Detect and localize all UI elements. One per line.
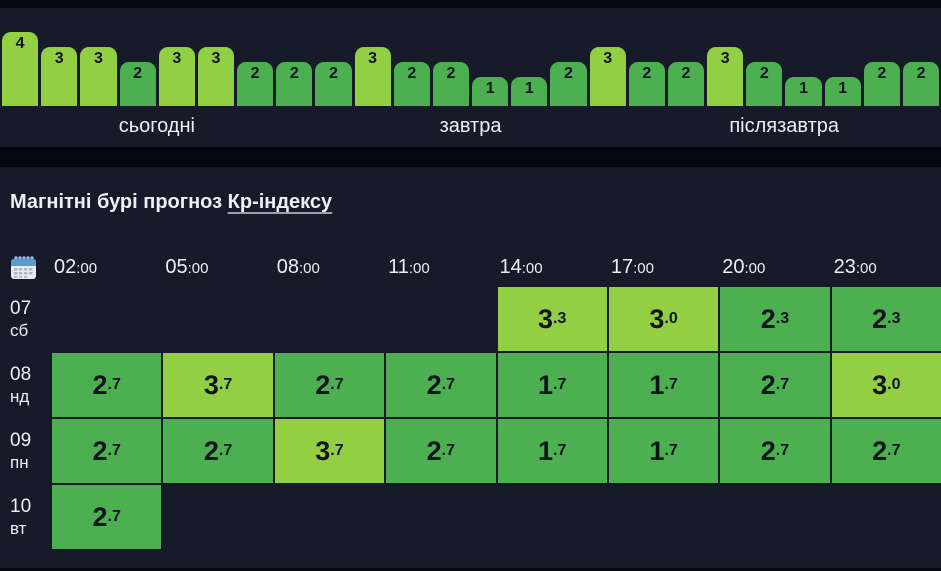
kp-value-cell: 3.7 bbox=[163, 353, 273, 417]
kp-value-cell: 3.3 bbox=[497, 287, 607, 351]
section-title-text: Магнітні бурі прогноз bbox=[10, 191, 228, 213]
kp-bar: 2 bbox=[667, 62, 705, 106]
kp-bar: 2 bbox=[315, 62, 352, 106]
day-group-labels: сьогодні завтра післязавтра bbox=[0, 106, 941, 147]
kp-bar: 2 bbox=[863, 62, 900, 106]
kp-bar: 3 bbox=[354, 47, 391, 106]
forecast-table-panel: Магнітні бурі прогноз Кр-індексу bbox=[0, 167, 941, 568]
kp-bar: 2 bbox=[550, 62, 587, 106]
kp-value-cell: 2.7 bbox=[52, 485, 162, 549]
day-group-label: післязавтра bbox=[729, 115, 840, 137]
time-header: 20:00 bbox=[722, 255, 766, 278]
kp-value-cell: 2.7 bbox=[386, 353, 496, 417]
kp-bar: 3 bbox=[41, 47, 78, 106]
kp-bar: 3 bbox=[80, 47, 117, 106]
kp-bar: 3 bbox=[197, 47, 235, 106]
section-title: Магнітні бурі прогноз Кр-індексу bbox=[10, 191, 941, 214]
kp-value-cell: 2.7 bbox=[52, 419, 162, 483]
kp-bar: 2 bbox=[432, 62, 470, 106]
kp-bar: 2 bbox=[628, 62, 665, 106]
table-row: 08 нд 2.7 3.7 2.7 2.7 1.7 1.7 2.7 3.0 bbox=[0, 353, 941, 417]
day-group-label: завтра bbox=[439, 115, 502, 137]
calendar-icon-cell bbox=[0, 255, 50, 280]
kp-value-cell: 2.3 bbox=[831, 287, 941, 351]
date-label: 09 пн bbox=[10, 429, 32, 473]
kp-value-cell bbox=[163, 485, 272, 549]
kp-bar: 1 bbox=[511, 77, 548, 106]
kp-bar: 1 bbox=[824, 77, 861, 106]
kp-value-cell bbox=[163, 287, 272, 351]
kp-bar: 2 bbox=[746, 62, 783, 106]
kp-bar: 2 bbox=[393, 62, 430, 106]
table-row: 09 пн 2.7 2.7 3.7 2.7 1.7 1.7 2.7 2.7 bbox=[0, 419, 941, 483]
kp-value-cell bbox=[52, 287, 161, 351]
kp-value-cell: 1.7 bbox=[497, 353, 607, 417]
date-label: 07 сб bbox=[10, 297, 32, 341]
kp-value-cell: 1.7 bbox=[608, 419, 719, 483]
time-header: 11:00 bbox=[388, 255, 430, 278]
kp-value-cell bbox=[275, 485, 384, 549]
kp-value-cell: 2.7 bbox=[720, 419, 830, 483]
time-header: 08:00 bbox=[276, 255, 320, 278]
kp-bar: 2 bbox=[237, 62, 274, 106]
kp-bar: 3 bbox=[707, 47, 744, 106]
kp-bar: 2 bbox=[902, 62, 940, 106]
kp-index-link[interactable]: Кр-індексу bbox=[227, 191, 333, 213]
kp-value-cell: 3.0 bbox=[608, 287, 719, 351]
day-group-label: сьогодні bbox=[118, 115, 195, 137]
kp-value-cell: 3.7 bbox=[274, 419, 385, 483]
kp-value-cell bbox=[275, 287, 384, 351]
kp-bar: 1 bbox=[785, 77, 822, 106]
kp-value-cell bbox=[609, 485, 718, 549]
kp-value-cell: 2.7 bbox=[52, 353, 162, 417]
kp-value-cell: 2.7 bbox=[831, 419, 941, 483]
time-header: 23:00 bbox=[833, 255, 877, 278]
kp-bar: 3 bbox=[158, 47, 195, 106]
table-row: 10 вт 2.7 bbox=[0, 485, 941, 549]
kp-value-cell: 2.7 bbox=[720, 353, 830, 417]
kp-value-cell: 3.0 bbox=[831, 353, 941, 417]
kp-value-cell: 1.7 bbox=[497, 419, 607, 483]
kp-value-cell bbox=[386, 485, 495, 549]
time-header: 14:00 bbox=[499, 255, 543, 278]
kp-value-cell bbox=[498, 485, 607, 549]
kp-value-cell: 2.3 bbox=[720, 287, 830, 351]
time-header: 02:00 bbox=[54, 255, 98, 278]
kp-value-cell: 2.7 bbox=[274, 353, 385, 417]
time-header: 05:00 bbox=[165, 255, 209, 278]
date-label: 08 нд bbox=[10, 363, 32, 407]
kp-bar: 3 bbox=[589, 47, 626, 106]
kp-bar: 4 bbox=[2, 32, 39, 106]
table-row: 07 сб 3.3 3.0 2.3 2.3 bbox=[0, 287, 941, 351]
kp-value-cell bbox=[386, 287, 495, 351]
table-header-row: 02:00 05:00 08:00 11:00 14:00 17:00 20:00 23:00 bbox=[0, 247, 941, 287]
date-label: 10 вт bbox=[10, 495, 32, 539]
kp-bar: 2 bbox=[119, 62, 156, 106]
kp-value-cell: 1.7 bbox=[608, 353, 719, 417]
kp-value-cell bbox=[832, 485, 941, 549]
kp-value-cell bbox=[720, 485, 829, 549]
kp-forecast-table: 02:00 05:00 08:00 11:00 14:00 17:00 20:00 23:00… bbox=[0, 247, 941, 549]
kp-bar: 2 bbox=[276, 62, 313, 106]
kp-bar: 1 bbox=[472, 77, 509, 106]
time-header: 17:00 bbox=[610, 255, 654, 278]
kp-value-cell: 2.7 bbox=[163, 419, 273, 483]
calendar-icon bbox=[11, 255, 36, 279]
kp-value-cell: 2.7 bbox=[386, 419, 496, 483]
